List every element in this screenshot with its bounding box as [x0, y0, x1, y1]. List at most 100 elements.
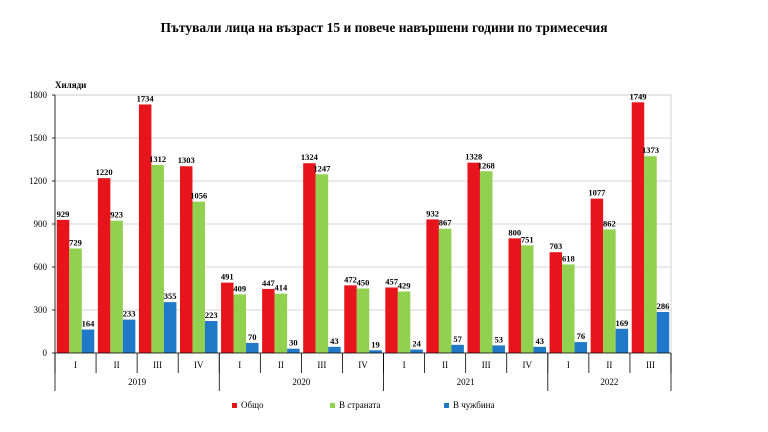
data-label: 1247: [313, 163, 331, 173]
data-label: 1324: [301, 152, 319, 162]
data-label: 70: [248, 332, 257, 342]
x-tick-label: I: [74, 360, 77, 370]
group-label: 2020: [292, 377, 311, 387]
x-tick-label: II: [442, 360, 448, 370]
data-label: 355: [164, 291, 177, 301]
x-tick-label: I: [238, 360, 241, 370]
bar: [451, 344, 464, 353]
bar: [631, 102, 645, 353]
data-label: 703: [549, 241, 562, 251]
data-label: 1268: [478, 160, 495, 170]
data-label: 76: [577, 331, 586, 341]
data-label: 223: [205, 310, 218, 320]
bars: [56, 102, 670, 354]
bar: [385, 287, 398, 353]
bar: [97, 178, 111, 353]
data-label: 286: [657, 301, 670, 311]
data-label: 1220: [96, 167, 113, 177]
bar: [344, 285, 357, 353]
bar: [603, 229, 616, 353]
legend-label: Общо: [241, 400, 264, 410]
data-label: 24: [412, 339, 421, 349]
bar: [287, 348, 300, 353]
data-label: 233: [123, 309, 136, 319]
y-tick-label: 600: [34, 262, 48, 272]
bar: [356, 288, 370, 353]
data-label: 1328: [465, 152, 482, 162]
data-label: 1373: [642, 145, 659, 155]
bar: [521, 245, 534, 353]
data-label: 862: [603, 218, 616, 228]
bar: [549, 252, 563, 353]
bar: [204, 321, 218, 353]
bar: [410, 349, 423, 353]
x-tick-label: III: [646, 360, 655, 370]
bar: [328, 346, 341, 353]
bar: [467, 162, 480, 353]
bar: [192, 201, 205, 353]
x-tick-label: III: [482, 360, 491, 370]
bar: [179, 166, 193, 353]
x-tick-label: IV: [523, 360, 533, 370]
bar: [56, 219, 70, 353]
bar: [438, 228, 452, 353]
x-tick-label: II: [114, 360, 120, 370]
x-tick-label: II: [278, 360, 284, 370]
data-label: 43: [536, 336, 545, 346]
chart-title: Пътували лица на възраст 15 и повече нав…: [160, 20, 608, 35]
y-tick-label: 1200: [29, 176, 48, 186]
x-tick-label: III: [317, 360, 326, 370]
y-tick-label: 1800: [29, 90, 48, 100]
x-tick-label: I: [567, 360, 570, 370]
data-label: 1734: [137, 93, 155, 103]
legend-label: В страната: [339, 400, 380, 410]
legend-swatch: [330, 403, 335, 408]
data-label: 867: [439, 218, 453, 228]
bar: [574, 342, 588, 353]
data-label: 929: [57, 209, 70, 219]
data-label: 923: [110, 210, 123, 220]
bar: [492, 345, 505, 353]
bar: [163, 302, 177, 353]
data-label: 450: [357, 278, 370, 288]
group-label: 2022: [600, 377, 618, 387]
bar: [138, 104, 152, 354]
bar: [262, 288, 275, 353]
data-label: 751: [521, 234, 534, 244]
data-label: 800: [508, 227, 521, 237]
bar: [644, 156, 657, 353]
bar: [615, 328, 629, 353]
bar: [562, 264, 575, 353]
data-label: 164: [82, 318, 96, 328]
data-label: 409: [233, 283, 246, 293]
bar: [533, 346, 547, 353]
data-label: 19: [371, 339, 380, 349]
bar: [81, 329, 95, 353]
data-label: 429: [398, 281, 411, 291]
y-axis-label: Хиляди: [55, 80, 86, 90]
bar: [508, 238, 522, 353]
data-label: 729: [69, 238, 82, 248]
data-label: 618: [562, 253, 575, 263]
bar: [315, 174, 329, 353]
x-tick-label: III: [153, 360, 162, 370]
data-label: 491: [221, 272, 234, 282]
legend-swatch: [232, 403, 237, 408]
y-tick-label: 1500: [29, 133, 48, 143]
y-axis: 0 300 600 900 1200 1500 1800: [29, 90, 56, 358]
bar: [246, 342, 259, 353]
bar: [110, 220, 123, 353]
group-label: 2021: [457, 377, 475, 387]
data-label: 447: [262, 278, 276, 288]
legend: Общо В страната В чужбина: [232, 400, 494, 410]
x-tick-label: IV: [194, 360, 204, 370]
data-label: 169: [616, 318, 629, 328]
bar: [274, 293, 288, 353]
group-label: 2019: [128, 377, 147, 387]
bar: [69, 248, 82, 353]
bar: [656, 312, 670, 353]
data-labels: 929 729 164 1220 923 233 1734 1312 355 1303 1056 22…: [57, 91, 670, 349]
y-tick-label: 0: [43, 348, 48, 358]
bar: [397, 291, 411, 353]
